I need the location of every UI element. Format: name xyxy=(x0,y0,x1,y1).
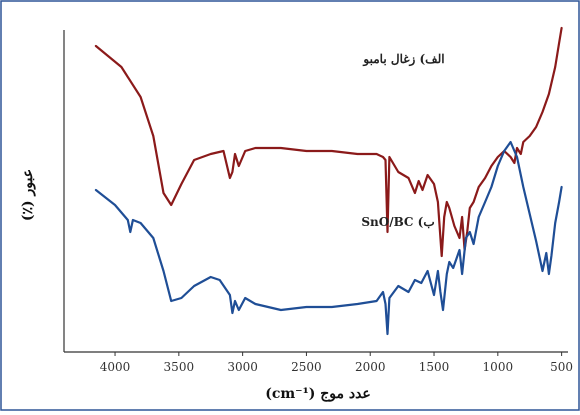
series-line-bamboo-charcoal xyxy=(94,26,563,258)
x-tick-label: 2000 xyxy=(355,360,386,374)
series-label-b: ب) SnO/BC xyxy=(361,215,434,229)
x-axis-label: عدد موج (cm⁻¹) xyxy=(265,386,371,402)
x-tick-label: 1500 xyxy=(419,360,450,374)
series-line-sno-bc xyxy=(94,140,563,336)
x-tick-label: 3000 xyxy=(227,360,258,374)
x-tick-labels: 4000 3500 3000 2500 2000 1500 1000 500 xyxy=(100,352,573,374)
series-lines xyxy=(94,26,563,336)
y-axis-label: عبور (٪) xyxy=(20,169,36,221)
x-tick-label: 3500 xyxy=(164,360,195,374)
x-tick-label: 500 xyxy=(550,360,573,374)
x-tick-label: 4000 xyxy=(100,360,131,374)
series-label-a: الف) زغال بامبو xyxy=(362,52,444,67)
x-tick-label: 1000 xyxy=(483,360,514,374)
x-tick-label: 2500 xyxy=(291,360,322,374)
